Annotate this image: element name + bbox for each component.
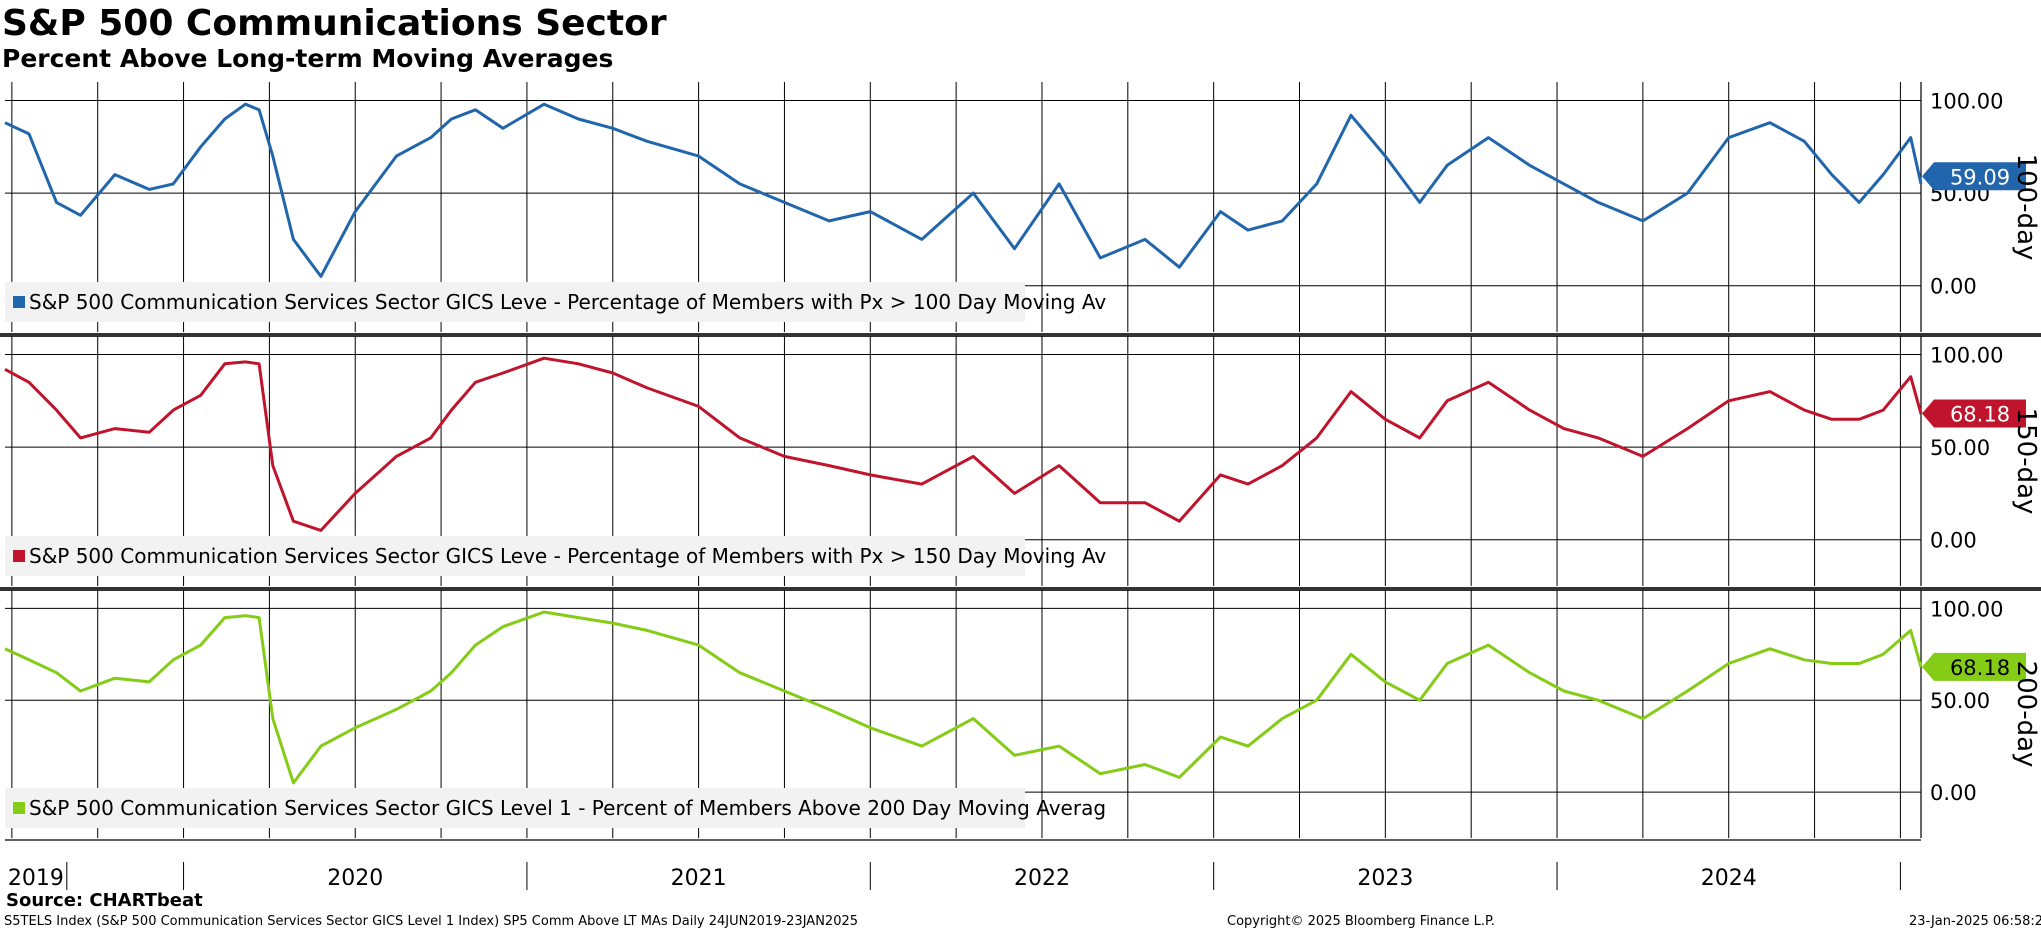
x-year-label: 2022: [1014, 866, 1070, 891]
legend-box: [5, 788, 1025, 828]
y-tick-label: 0.00: [1930, 275, 1977, 299]
footer-copyright: Copyright© 2025 Bloomberg Finance L.P.: [1227, 914, 1495, 929]
y-tick-label: 100.00: [1930, 597, 2003, 621]
series-line: [4, 356, 1923, 532]
last-value-label: 68.18: [1950, 656, 2010, 680]
x-year-label: 2020: [327, 866, 383, 891]
footer-index-description: S5TELS Index (S&P 500 Communication Serv…: [4, 914, 859, 929]
last-value-label: 59.09: [1950, 165, 2010, 189]
legend-label: S&P 500 Communication Services Sector GI…: [29, 544, 1106, 568]
axis-title: 100-day: [2011, 154, 2041, 261]
legend-label: S&P 500 Communication Services Sector GI…: [29, 796, 1106, 820]
y-tick-label: 0.00: [1930, 529, 1977, 553]
y-tick-label: 0.00: [1930, 781, 1977, 805]
legend-box: [5, 536, 1025, 576]
series-line: [4, 102, 1923, 278]
legend-swatch: [13, 802, 25, 814]
legend-box: [5, 282, 1025, 322]
x-year-label: 2019: [8, 866, 64, 891]
legend-swatch: [13, 550, 25, 562]
footer-timestamp: 23-Jan-2025 06:58:25: [1909, 914, 2041, 929]
source-note: Source: CHARTbeat: [6, 890, 203, 911]
chart-subtitle: Percent Above Long-term Moving Averages: [2, 44, 614, 73]
y-tick-label: 50.00: [1930, 689, 1990, 713]
panel-150-day: 0.00 50.00 100.00 68.18 150-day S&P 500 Commu…: [0, 336, 2041, 591]
series-line: [4, 610, 1923, 785]
last-value-tag: [1922, 162, 2026, 191]
last-value-tag: [1922, 399, 2026, 428]
y-tick-label: 50.00: [1930, 436, 1990, 460]
chart-title: S&P 500 Communications Sector: [2, 3, 667, 44]
panel-separator: [0, 333, 2041, 337]
x-year-label: 2023: [1357, 866, 1413, 891]
panel-separator: [0, 587, 2041, 591]
y-tick-label: 100.00: [1930, 90, 2003, 114]
legend-swatch: [13, 296, 25, 308]
legend-label: S&P 500 Communication Services Sector GI…: [29, 290, 1106, 314]
y-tick-label: 100.00: [1930, 344, 2003, 368]
x-year-label: 2024: [1701, 866, 1757, 891]
x-year-label: 2021: [671, 866, 727, 891]
panel-200-day: 0.00 50.00 100.00 68.18 200-day S&P 500 Commu…: [4, 590, 2041, 838]
last-value-label: 68.18: [1950, 402, 2010, 426]
last-value-tag: [1922, 652, 2026, 681]
axis-title: 150-day: [2011, 408, 2041, 515]
axis-title: 200-day: [2011, 661, 2041, 768]
